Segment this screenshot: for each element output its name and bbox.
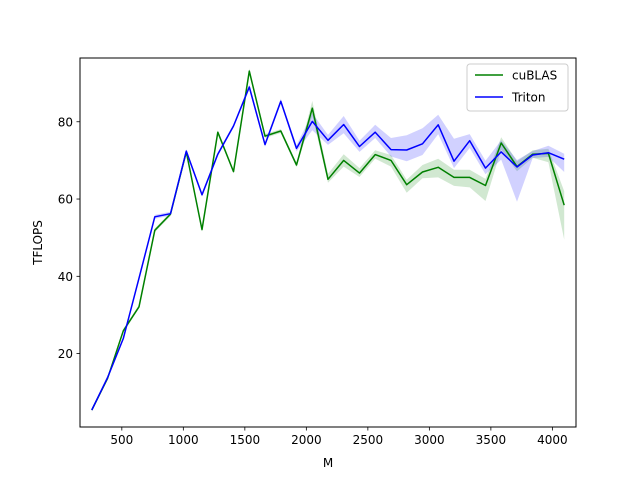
y-tick-label: 60: [58, 193, 73, 207]
x-tick-label: 2000: [291, 433, 322, 447]
band-triton: [91, 84, 565, 412]
x-tick-label: 3000: [414, 433, 445, 447]
x-tick-label: 4000: [537, 433, 568, 447]
series-line-cublas: [91, 70, 565, 411]
legend-label-cublas: cuBLAS: [512, 69, 557, 83]
x-tick-label: 2500: [353, 433, 384, 447]
x-tick-label: 1500: [230, 433, 261, 447]
x-tick-label: 3500: [476, 433, 507, 447]
band-cublas: [91, 68, 565, 412]
y-axis-ticks: 20 40 60 80: [58, 115, 80, 361]
legend: cuBLAS Triton: [466, 63, 569, 112]
confidence-bands: [91, 68, 565, 412]
y-tick-label: 40: [58, 270, 73, 284]
series-line-triton: [91, 86, 565, 411]
y-tick-label: 80: [58, 115, 73, 129]
y-tick-label: 20: [58, 347, 73, 361]
y-axis-label: TFLOPS: [31, 220, 45, 266]
x-tick-label: 500: [110, 433, 133, 447]
x-axis-label: M: [323, 456, 333, 470]
x-tick-label: 1000: [168, 433, 199, 447]
series-lines: [91, 70, 565, 411]
x-axis-ticks: 500 1000 1500 2000 2500 3000 3500 4000: [110, 427, 568, 447]
legend-label-triton: Triton: [511, 91, 546, 105]
plot-area-frame: [79, 57, 577, 428]
